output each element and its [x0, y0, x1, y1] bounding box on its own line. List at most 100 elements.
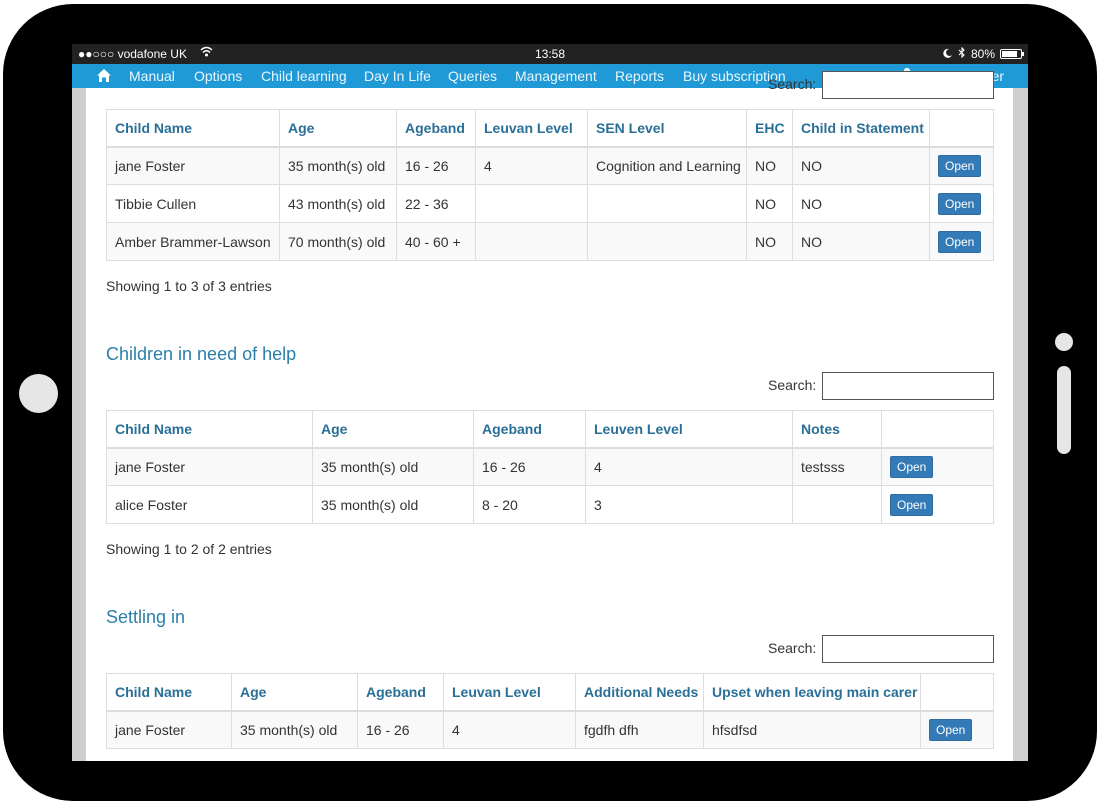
table1-search-label: Search:	[768, 76, 817, 92]
open-button[interactable]: Open	[938, 230, 982, 253]
nav-management[interactable]: Management	[515, 68, 597, 84]
col-child-name[interactable]: Child Name	[106, 109, 280, 148]
cell-age: 43 month(s) old	[279, 184, 397, 223]
open-button[interactable]: Open	[890, 455, 934, 478]
battery-percent: 80%	[970, 47, 995, 61]
table2-info: Showing 1 to 2 of 2 entries	[106, 541, 272, 557]
nav-options[interactable]: Options	[194, 68, 243, 84]
col-age[interactable]: Age	[312, 410, 474, 449]
children-table: Child Name Age Ageband Leuvan Level SEN …	[106, 109, 994, 261]
cell-age: 35 month(s) old	[231, 710, 358, 749]
table-row: jane Foster 35 month(s) old 16 - 26 4 te…	[106, 447, 994, 486]
clock: 13:58	[534, 47, 566, 61]
cell-ehc: NO	[746, 222, 793, 261]
col-actions	[920, 673, 994, 712]
table2-search-label: Search:	[768, 377, 817, 393]
nav-day-in-life[interactable]: Day In Life	[364, 68, 431, 84]
col-ageband[interactable]: Ageband	[396, 109, 476, 148]
cell-actions: Open	[929, 222, 994, 261]
col-leuvan-level[interactable]: Leuvan Level	[475, 109, 588, 148]
open-button[interactable]: Open	[929, 718, 973, 741]
cell-leuvan-level: 4	[475, 146, 588, 185]
col-leuvan-level[interactable]: Leuvan Level	[443, 673, 576, 712]
carrier-label: ●●○○○ vodafone UK	[78, 47, 187, 61]
section-title-settling-in: Settling in	[106, 607, 186, 627]
cell-child-in-statement: NO	[792, 184, 930, 223]
col-leuven-level[interactable]: Leuven Level	[585, 410, 793, 449]
table-row: jane Foster 35 month(s) old 16 - 26 4 fg…	[106, 710, 994, 749]
cell-child-name: jane Foster	[106, 447, 313, 486]
cell-leuvan-level: 4	[443, 710, 576, 749]
cell-leuven-level: 3	[585, 485, 793, 524]
cell-sen-level	[587, 222, 747, 261]
nav-manual[interactable]: Manual	[129, 68, 175, 84]
nav-buy-subscription[interactable]: Buy subscription	[683, 68, 786, 84]
cell-age: 70 month(s) old	[279, 222, 397, 261]
col-actions	[881, 410, 994, 449]
cell-ageband: 16 - 26	[396, 146, 476, 185]
cell-notes	[792, 485, 882, 524]
open-button[interactable]: Open	[938, 154, 982, 177]
screen: ●●○○○ vodafone UK 13:58 80% Manual Optio…	[72, 44, 1028, 761]
table3-search-input[interactable]	[822, 635, 994, 663]
cell-ehc: NO	[746, 184, 793, 223]
col-ehc[interactable]: EHC	[746, 109, 793, 148]
col-actions	[929, 109, 994, 148]
cell-ehc: NO	[746, 146, 793, 185]
cell-child-name: jane Foster	[106, 710, 232, 749]
table1-info: Showing 1 to 3 of 3 entries	[106, 278, 272, 294]
nav-reports[interactable]: Reports	[615, 68, 665, 84]
cell-age: 35 month(s) old	[312, 447, 474, 486]
col-notes[interactable]: Notes	[792, 410, 882, 449]
cell-child-in-statement: NO	[792, 222, 930, 261]
cell-child-name: Amber Brammer-Lawson	[106, 222, 280, 261]
cell-ageband: 40 - 60 +	[396, 222, 476, 261]
col-child-in-statement[interactable]: Child in Statement	[792, 109, 930, 148]
nav-queries[interactable]: Queries	[448, 68, 498, 84]
open-button[interactable]: Open	[890, 493, 934, 516]
cell-sen-level: Cognition and Learning	[587, 146, 747, 185]
table-row: jane Foster 35 month(s) old 16 - 26 4 Co…	[106, 146, 994, 185]
tablet-home-button[interactable]	[19, 374, 58, 413]
cell-child-name: alice Foster	[106, 485, 313, 524]
main-content: Search: Child Name Age Ageband Leuvan Le…	[86, 71, 1013, 761]
col-ageband[interactable]: Ageband	[357, 673, 444, 712]
table1-search-input[interactable]	[822, 71, 994, 99]
table-row: Amber Brammer-Lawson 70 month(s) old 40 …	[106, 222, 994, 261]
col-child-name[interactable]: Child Name	[106, 410, 313, 449]
nav-child-learning[interactable]: Child learning	[261, 68, 347, 84]
open-button[interactable]: Open	[938, 192, 982, 215]
cell-ageband: 16 - 26	[357, 710, 444, 749]
cell-upset-when-leaving: hfsdfsd	[703, 710, 921, 749]
cell-age: 35 month(s) old	[279, 146, 397, 185]
cell-notes: testsss	[792, 447, 882, 486]
cell-child-in-statement: NO	[792, 146, 930, 185]
battery-icon	[1000, 49, 1024, 59]
col-sen-level[interactable]: SEN Level	[587, 109, 747, 148]
table3-search-label: Search:	[768, 640, 817, 656]
cell-child-name: jane Foster	[106, 146, 280, 185]
section-title-children-in-need: Children in need of help	[106, 344, 297, 364]
tablet-side-sensor	[1057, 366, 1071, 454]
cell-actions: Open	[929, 184, 994, 223]
cell-actions: Open	[929, 146, 994, 185]
cell-sen-level	[587, 184, 747, 223]
col-child-name[interactable]: Child Name	[106, 673, 232, 712]
home-icon[interactable]	[96, 68, 112, 83]
cell-ageband: 8 - 20	[473, 485, 586, 524]
cell-additional-needs: fgdfh dfh	[575, 710, 704, 749]
table2-search-input[interactable]	[822, 372, 994, 400]
col-additional-needs[interactable]: Additional Needs	[575, 673, 704, 712]
col-upset-when-leaving[interactable]: Upset when leaving main carer	[703, 673, 921, 712]
cell-leuven-level: 4	[585, 447, 793, 486]
children-in-need-table: Child Name Age Ageband Leuven Level Note…	[106, 410, 994, 524]
col-ageband[interactable]: Ageband	[473, 410, 586, 449]
settling-in-table: Child Name Age Ageband Leuvan Level Addi…	[106, 673, 994, 749]
cell-leuvan-level	[475, 222, 588, 261]
moon-icon	[943, 47, 953, 61]
table-row: alice Foster 35 month(s) old 8 - 20 3 Op…	[106, 485, 994, 524]
col-age[interactable]: Age	[279, 109, 397, 148]
cell-actions: Open	[920, 710, 994, 749]
col-age[interactable]: Age	[231, 673, 358, 712]
table-header-row: Child Name Age Ageband Leuvan Level Addi…	[106, 673, 994, 712]
